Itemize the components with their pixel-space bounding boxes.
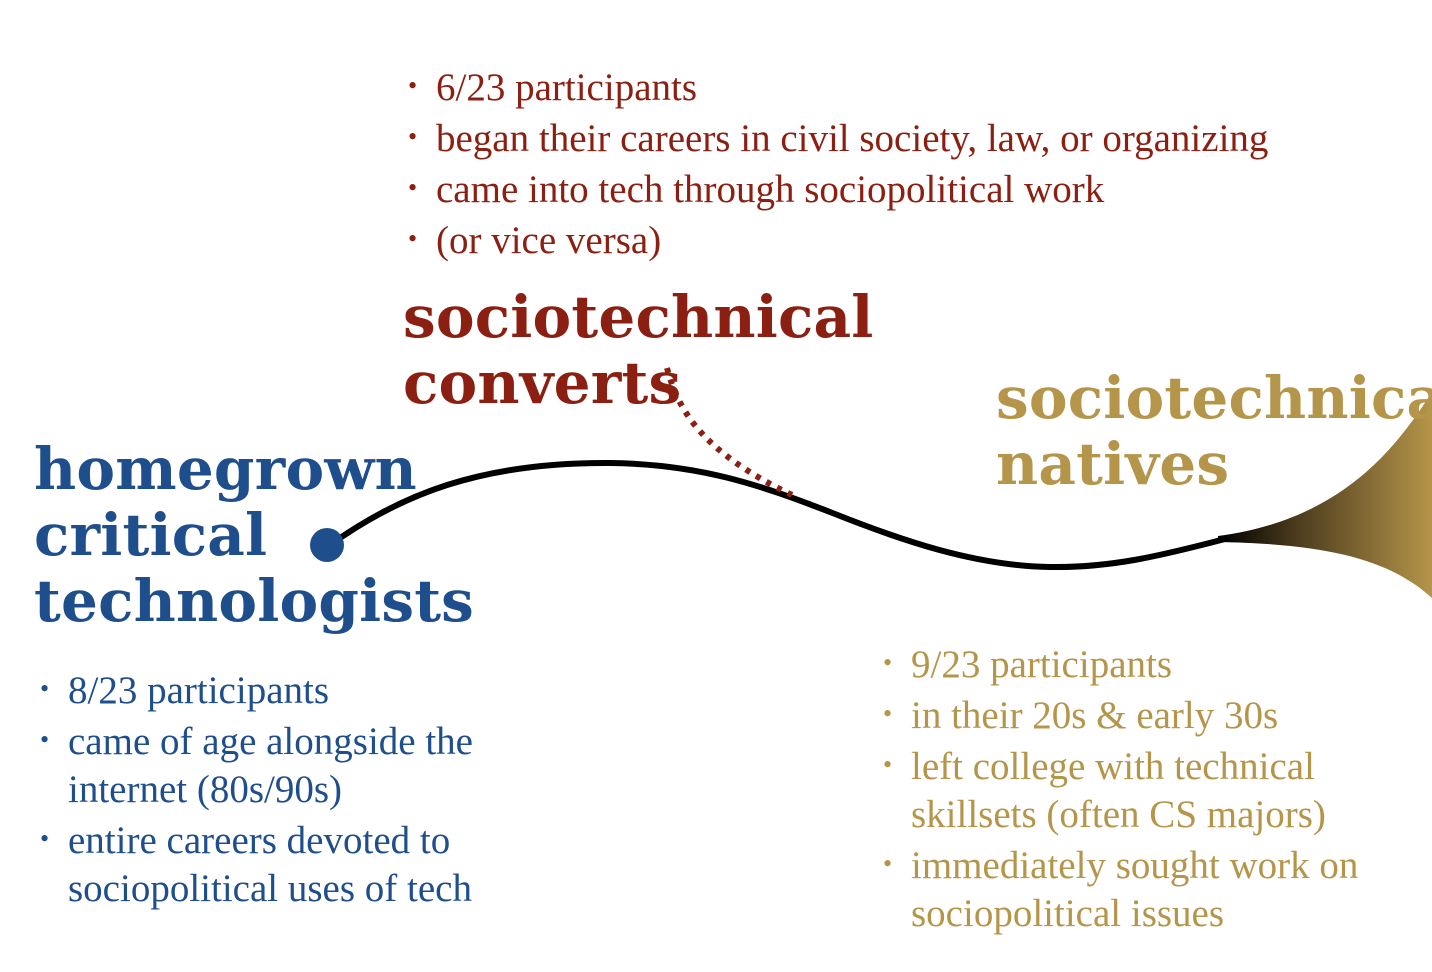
timeline-curve <box>327 459 1228 571</box>
bullet-dot-icon: • <box>408 173 418 202</box>
homegrown-start-point <box>310 528 344 562</box>
natives-title-line-2: natives <box>996 430 1230 498</box>
natives-bullet: • 9/23 participants <box>880 641 1420 689</box>
converts-title-line-1: sociotechnical <box>403 283 874 351</box>
converts-bullet-text: came into tech through sociopolitical wo… <box>436 168 1105 211</box>
natives-title: sociotechnical natives <box>996 365 1432 497</box>
converts-bullet: • (or vice versa) <box>405 217 1268 265</box>
bullet-dot-icon: • <box>883 699 893 728</box>
homegrown-bullet-text: 8/23 participants <box>68 669 330 712</box>
homegrown-title-line-2: critical <box>34 501 268 569</box>
natives-bullet: • left college with technical skillsets (… <box>880 743 1420 839</box>
homegrown-bullet-text: entire careers devoted to sociopolitical… <box>68 819 472 910</box>
converts-title: sociotechnical converts <box>403 284 873 416</box>
converts-bullet-text: 6/23 participants <box>436 66 698 109</box>
bullet-dot-icon: • <box>408 122 418 151</box>
converts-bullet-text: began their careers in civil society, la… <box>436 117 1269 160</box>
converts-branch-dotted-line <box>664 367 794 498</box>
bullet-dot-icon: • <box>883 750 893 779</box>
natives-bullet-list: • 9/23 participants • in their 20s & early… <box>880 641 1420 938</box>
bullet-dot-icon: • <box>408 71 418 100</box>
natives-title-line-1: sociotechnical <box>996 364 1432 432</box>
natives-funnel-shape <box>1218 392 1432 598</box>
homegrown-bullet: • came of age alongside the internet (80s… <box>37 718 597 814</box>
bullet-dot-icon: • <box>883 849 893 878</box>
homegrown-bullet: • 8/23 participants <box>37 667 597 715</box>
natives-bullet-text: immediately sought work on sociopolitica… <box>911 844 1359 935</box>
bullet-dot-icon: • <box>40 824 50 853</box>
converts-title-line-2: converts <box>403 349 682 417</box>
bullet-dot-icon: • <box>408 224 418 253</box>
natives-bullet: • in their 20s & early 30s <box>880 692 1420 740</box>
homegrown-title: homegrown critical technologists <box>34 436 474 634</box>
bullet-dot-icon: • <box>40 725 50 754</box>
converts-bullet: • came into tech through sociopolitical w… <box>405 166 1268 214</box>
natives-bullet: • immediately sought work on sociopolitic… <box>880 842 1420 938</box>
natives-bullet-text: in their 20s & early 30s <box>911 694 1279 737</box>
natives-bullet-text: 9/23 participants <box>911 643 1173 686</box>
converts-bullet: • began their careers in civil society, l… <box>405 115 1268 163</box>
homegrown-bullet-text: came of age alongside the internet (80s/… <box>68 720 473 811</box>
homegrown-bullet-list: • 8/23 participants • came of age alongsid… <box>37 667 597 913</box>
bullet-dot-icon: • <box>883 648 893 677</box>
homegrown-bullet: • entire careers devoted to sociopolitica… <box>37 817 597 913</box>
converts-bullet: • 6/23 participants <box>405 64 1268 112</box>
bullet-dot-icon: • <box>40 674 50 703</box>
natives-bullet-text: left college with technical skillsets (o… <box>911 745 1326 836</box>
converts-bullet-list: • 6/23 participants • began their careers … <box>405 64 1268 265</box>
homegrown-title-line-1: homegrown <box>34 435 417 503</box>
homegrown-title-line-3: technologists <box>34 567 475 635</box>
converts-bullet-text: (or vice versa) <box>436 219 662 262</box>
